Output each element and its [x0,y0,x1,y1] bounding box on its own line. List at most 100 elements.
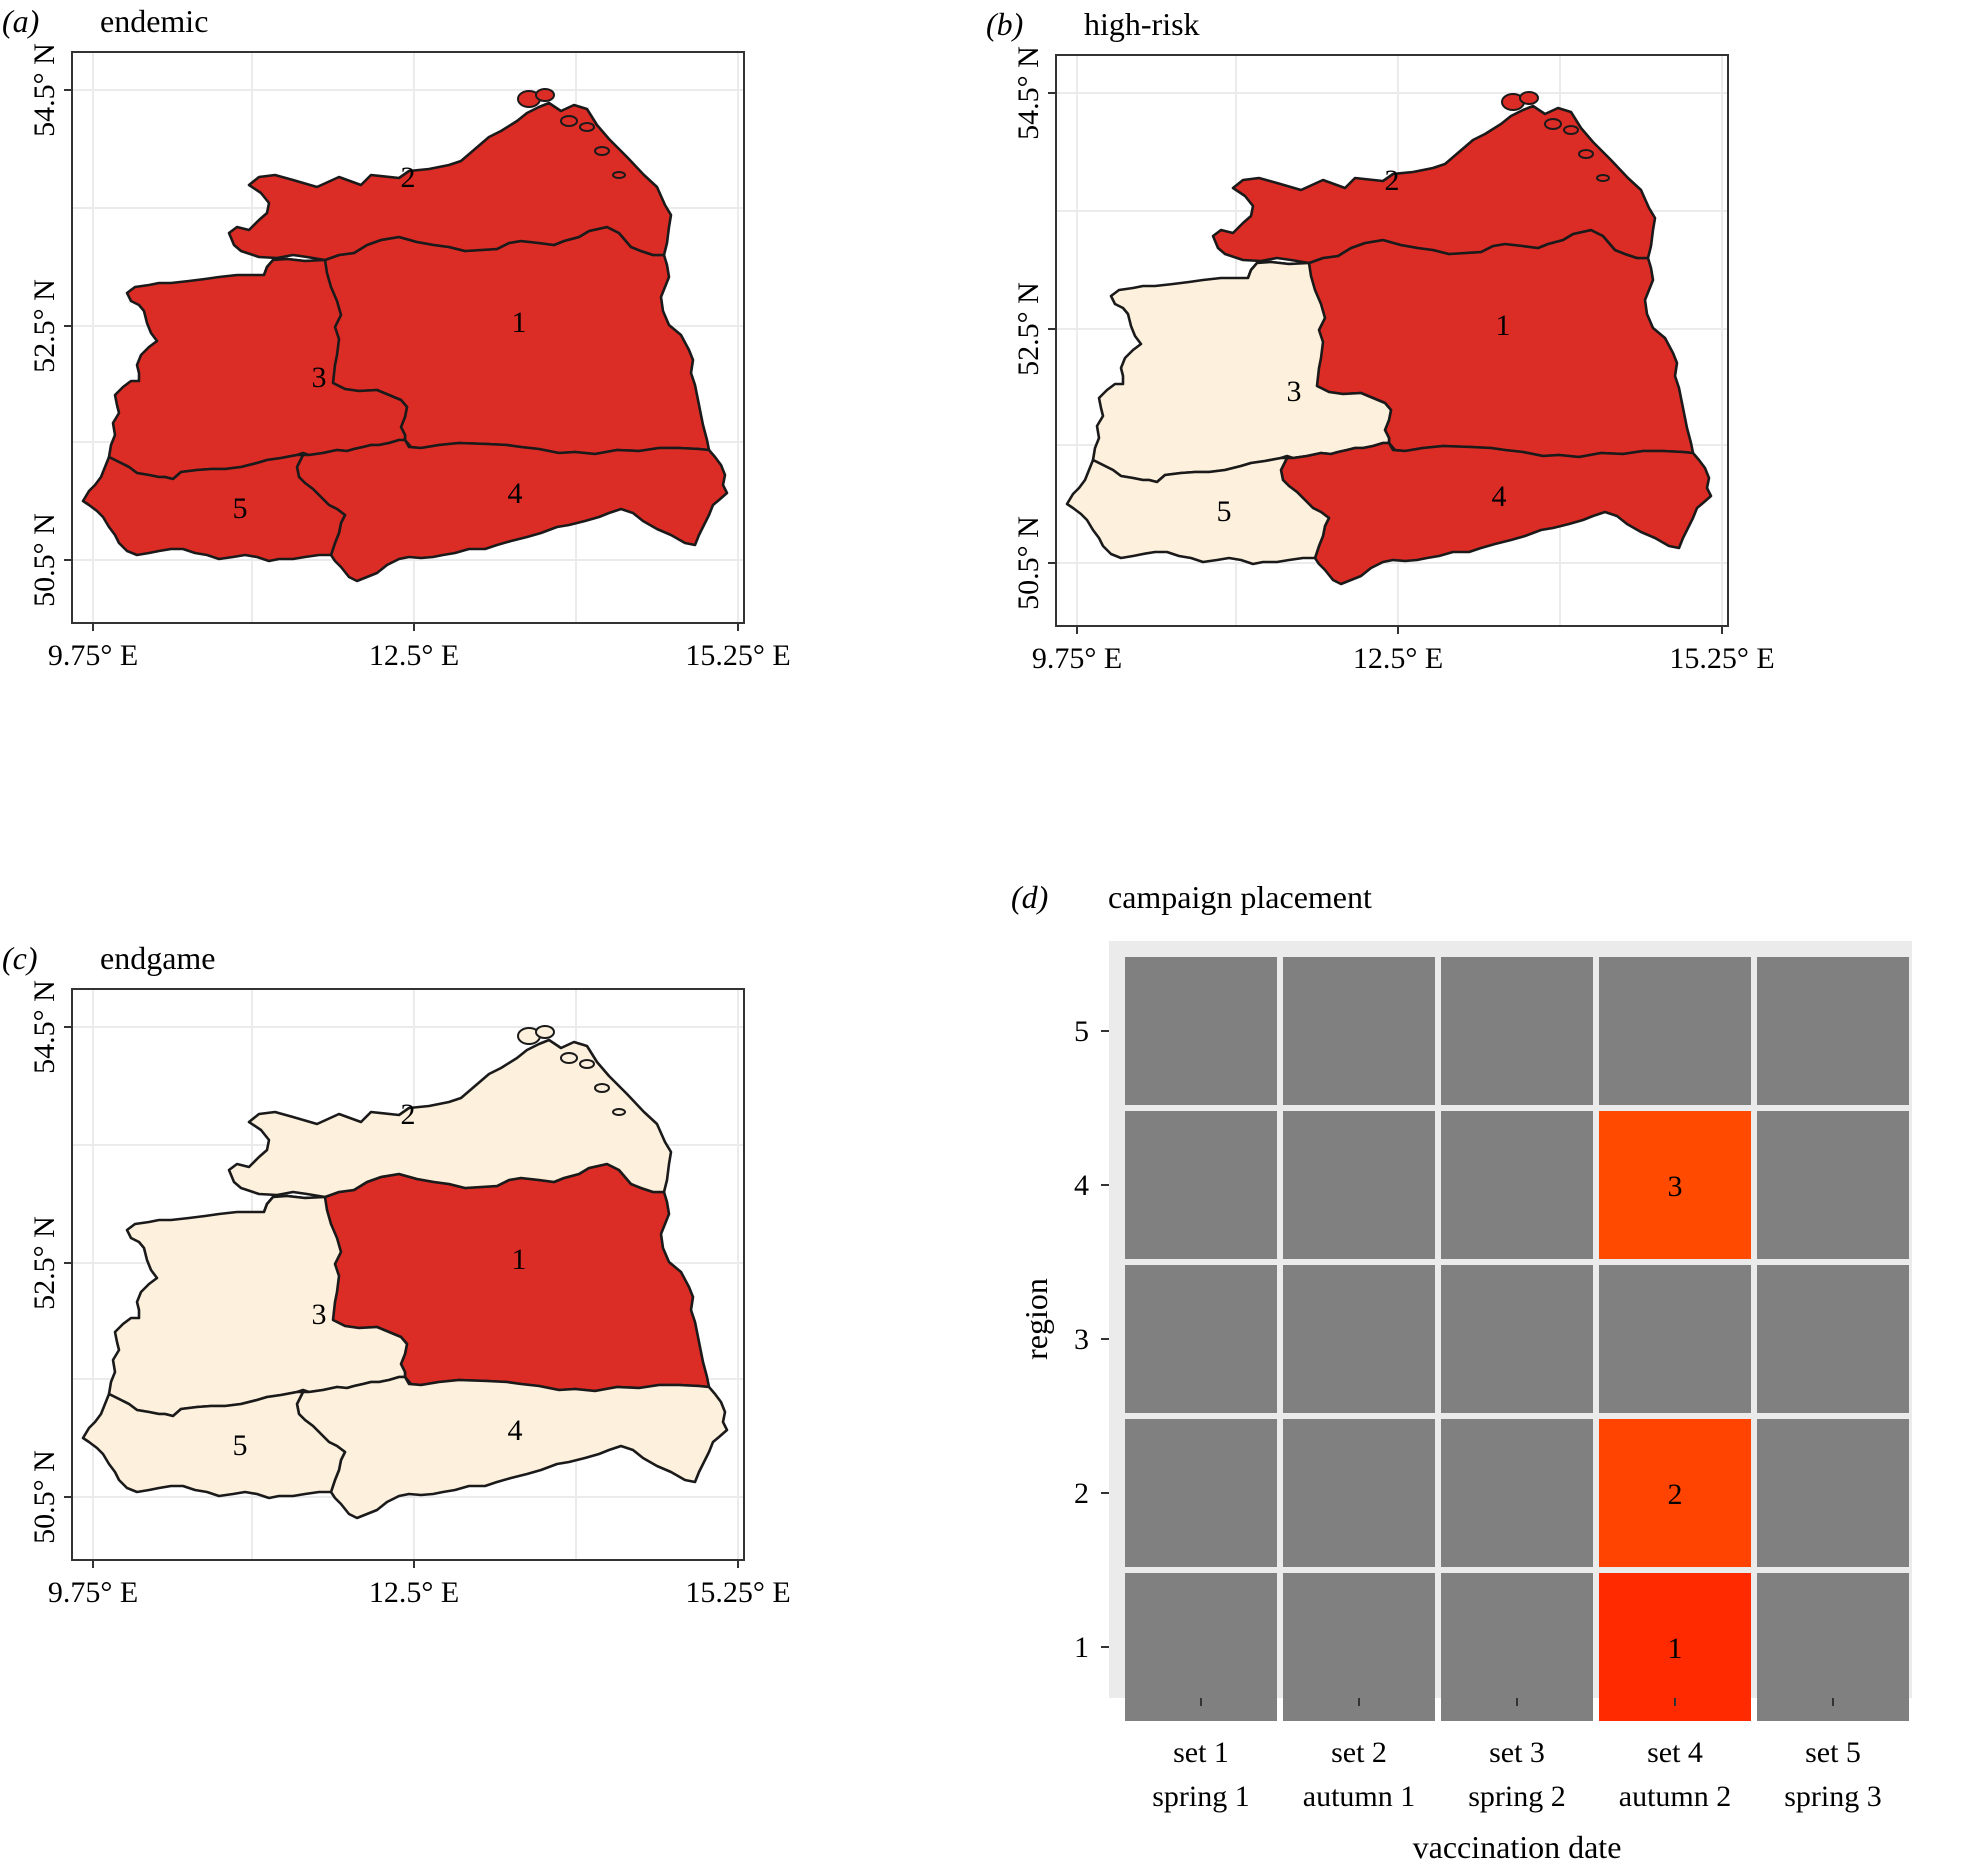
island-shape [579,1059,595,1069]
lon-tick-label: 15.25° E [1669,642,1774,675]
region-label-5: 5 [233,1429,248,1462]
lat-tick-label: 52.5° N [1012,282,1045,376]
campaign-cell [1599,1111,1751,1259]
island-shape [560,1052,578,1064]
campaign-order-label: 3 [1668,1170,1683,1203]
map-panel-2: (b) high-risk 1 2 3 4 5 54.5° N 52.5° N 50.5° N 9.… [986,6,1775,675]
heatmap-cell [1283,1265,1435,1413]
panel-letter: (c) [2,940,38,976]
island-shape [1519,91,1539,105]
lat-tick-label: 54.5° N [1012,46,1045,140]
lon-tick-label: 9.75° E [48,1576,138,1609]
map-regions: 1 2 3 4 5 [81,88,729,583]
region-label-5: 5 [1217,495,1232,528]
heatmap-cell [1283,957,1435,1105]
lat-tick-label: 50.5° N [28,513,61,607]
lat-tick-label: 54.5° N [28,980,61,1074]
region-label-3: 3 [312,361,327,394]
region-tick-label: 2 [1074,1477,1089,1510]
island-shape [579,122,595,132]
lon-tick-label: 15.25° E [685,1576,790,1609]
campaign-order-label: 2 [1668,1478,1683,1511]
date-tick-set: set 3 [1489,1736,1545,1769]
island-shape [1578,149,1594,159]
island-shape [612,1108,626,1116]
island-shape [1596,174,1610,182]
heatmap-cell [1441,1265,1593,1413]
map-panels: (a) endemic 1 2 3 4 5 54.5° N 52.5° N 50.5° N 9.75… [2,3,1775,1609]
heatmap-cell [1757,1265,1909,1413]
panel-letter: (b) [986,6,1023,42]
heatmap-cell [1757,1419,1909,1567]
date-tick-season: spring 3 [1784,1780,1882,1813]
heatmap-cell [1757,1111,1909,1259]
panel-title: endgame [100,940,216,976]
heatmap-cell [1757,957,1909,1105]
heatmap-cell [1599,957,1751,1105]
island-shape [594,146,610,156]
heatmap-cell [1283,1111,1435,1259]
lon-tick-label: 9.75° E [48,639,138,672]
region-label-2: 2 [401,161,416,194]
campaign-order-label: 1 [1668,1632,1683,1665]
lat-tick-label: 54.5° N [28,43,61,137]
island-shape [594,1083,610,1093]
date-tick-season: spring 2 [1468,1780,1566,1813]
region-label-1: 1 [512,1243,527,1276]
map-regions: 1 2 3 4 5 [1065,91,1713,586]
campaign-heatmap: (d) campaign placement 5 3 4 3 2 2 1 1 set 1 spring… [1011,879,1912,1865]
region-tick-label: 5 [1074,1015,1089,1048]
island-shape [560,115,578,127]
island-shape [612,171,626,179]
heatmap-cell [1441,1111,1593,1259]
lat-tick-label: 50.5° N [1012,516,1045,610]
region-tick-label: 1 [1074,1631,1089,1664]
lon-tick-label: 12.5° E [369,639,459,672]
heatmap-cell [1125,1573,1277,1721]
region-label-4: 4 [1492,480,1507,513]
date-tick-season: spring 1 [1152,1780,1250,1813]
heatmap-cell [1125,957,1277,1105]
heatmap-cell [1441,957,1593,1105]
panel-title: endemic [100,3,208,39]
lat-tick-label: 52.5° N [28,1216,61,1310]
panel-letter: (a) [2,3,39,39]
map-frame [71,988,745,1561]
lon-tick-label: 12.5° E [369,1576,459,1609]
date-tick-set: set 4 [1647,1736,1703,1769]
heatmap-cell [1283,1419,1435,1567]
region-label-3: 3 [312,1298,327,1331]
region-label-1: 1 [512,306,527,339]
map-panel-1: (a) endemic 1 2 3 4 5 54.5° N 52.5° N 50.5° N 9.75… [2,3,791,672]
heatmap-cell [1757,1573,1909,1721]
heatmap-cell [1125,1265,1277,1413]
lon-tick-label: 15.25° E [685,639,790,672]
panel-title: high-risk [1084,6,1200,42]
map-regions: 1 2 3 4 5 [81,1025,729,1520]
map-frame [1055,54,1729,627]
region-tick-label: 4 [1074,1169,1089,1202]
region-label-4: 4 [508,477,523,510]
heatmap-cell [1599,1265,1751,1413]
region-tick-label: 3 [1074,1323,1089,1356]
heatmap-cell [1125,1111,1277,1259]
x-axis-title: vaccination date [1413,1829,1622,1865]
heatmap-cell [1441,1573,1593,1721]
region-label-5: 5 [233,492,248,525]
heatmap-cell [1441,1419,1593,1567]
island-shape [535,88,555,102]
lat-tick-label: 52.5° N [28,279,61,373]
lon-tick-label: 12.5° E [1353,642,1443,675]
region-label-2: 2 [401,1098,416,1131]
map-panel-3: (c) endgame 1 2 3 4 5 54.5° N 52.5° N 50.5° N 9.75… [2,940,791,1609]
region-label-2: 2 [1385,164,1400,197]
island-shape [1544,118,1562,130]
date-tick-set: set 5 [1805,1736,1861,1769]
region-label-1: 1 [1496,309,1511,342]
date-tick-set: set 2 [1331,1736,1387,1769]
region-label-3: 3 [1287,375,1302,408]
campaign-cell [1599,1573,1751,1721]
campaign-cell [1599,1419,1751,1567]
heatmap-cell [1125,1419,1277,1567]
